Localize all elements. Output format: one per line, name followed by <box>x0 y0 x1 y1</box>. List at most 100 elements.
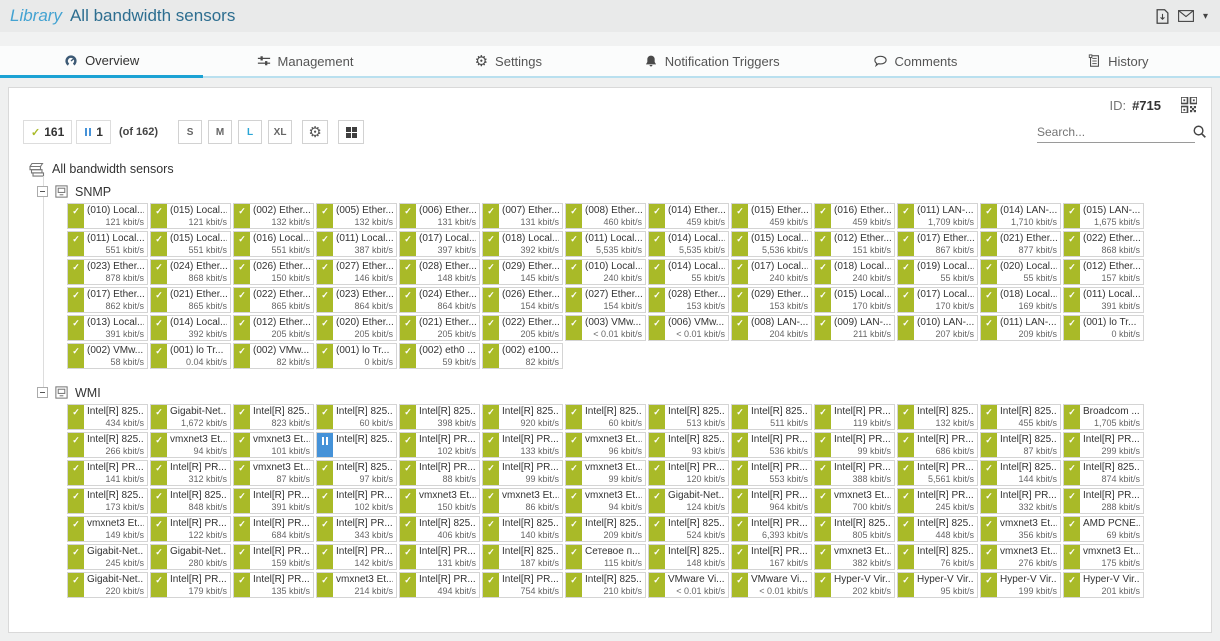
tree-root[interactable]: All bandwidth sensors <box>29 160 1197 178</box>
sensor-tile[interactable]: ✓ Intel[R] 825... 920 kbit/s <box>482 404 563 430</box>
sensor-tile[interactable]: ✓ Intel[R] PR... 553 kbit/s <box>731 460 812 486</box>
sensor-tile[interactable]: ✓ (021) Ether... 865 kbit/s <box>150 287 231 313</box>
sensor-tile[interactable]: ✓ (009) LAN-... 211 kbit/s <box>814 315 895 341</box>
collapse-icon[interactable] <box>37 387 48 398</box>
sensor-tile[interactable]: ✓ (020) Local... 55 kbit/s <box>980 259 1061 285</box>
sensor-tile[interactable]: ✓ (015) Ether... 459 kbit/s <box>731 203 812 229</box>
sensor-tile[interactable]: ✓ Intel[R] PR... 119 kbit/s <box>814 404 895 430</box>
sensor-tile[interactable]: ✓ vmxnet3 Et... 356 kbit/s <box>980 516 1061 542</box>
sensor-tile[interactable]: ✓ Intel[R] PR... 964 kbit/s <box>731 488 812 514</box>
sensor-tile[interactable]: ✓ Intel[R] 825... 144 kbit/s <box>980 460 1061 486</box>
sensor-tile[interactable]: ✓ Intel[R] 825... 848 kbit/s <box>150 488 231 514</box>
sensor-tile[interactable]: ✓ (008) Ether... 460 kbit/s <box>565 203 646 229</box>
sensor-tile[interactable]: ✓ Gigabit-Net... 280 kbit/s <box>150 544 231 570</box>
sensor-tile[interactable]: ✓ (015) LAN-... 1,675 kbit/s <box>1063 203 1144 229</box>
sensor-tile[interactable]: ✓ Intel[R] 825... 406 kbit/s <box>399 516 480 542</box>
view-settings-button[interactable]: ⚙ <box>302 120 329 144</box>
tiles-view-button[interactable] <box>338 120 365 144</box>
sensor-tile[interactable]: ✓ vmxnet3 Et... 96 kbit/s <box>565 432 646 458</box>
sensor-tile[interactable]: ✓ Intel[R] 825... 60 kbit/s <box>565 404 646 430</box>
sensor-tile[interactable]: Intel[R] 825... <box>316 432 397 458</box>
sensor-tile[interactable]: ✓ (013) Local... 391 kbit/s <box>67 315 148 341</box>
sensor-tile[interactable]: ✓ Intel[R] 825... 874 kbit/s <box>1063 460 1144 486</box>
size-button-s[interactable]: S <box>178 120 203 144</box>
sensor-tile[interactable]: ✓ (024) Ether... 868 kbit/s <box>150 259 231 285</box>
sensor-tile[interactable]: ✓ (029) Ether... 145 kbit/s <box>482 259 563 285</box>
sensor-tile[interactable]: ✓ Intel[R] PR... 388 kbit/s <box>814 460 895 486</box>
sensor-tile[interactable]: ✓ Intel[R] 825... 210 kbit/s <box>565 572 646 598</box>
sensor-tile[interactable]: ✓ AMD PCNE... 69 kbit/s <box>1063 516 1144 542</box>
sensor-tile[interactable]: ✓ (028) Ether... 148 kbit/s <box>399 259 480 285</box>
size-button-m[interactable]: M <box>208 120 233 144</box>
sensor-tile[interactable]: ✓ Intel[R] 825... 97 kbit/s <box>316 460 397 486</box>
sensor-tile[interactable]: ✓ (019) Local... 55 kbit/s <box>897 259 978 285</box>
sensor-tile[interactable]: ✓ (027) Ether... 154 kbit/s <box>565 287 646 313</box>
report-icon[interactable] <box>1156 8 1169 24</box>
sensor-tile[interactable]: ✓ Intel[R] PR... 122 kbit/s <box>150 516 231 542</box>
sensor-tile[interactable]: ✓ (022) Ether... 205 kbit/s <box>482 315 563 341</box>
sensor-tile[interactable]: ✓ vmxnet3 Et... 150 kbit/s <box>399 488 480 514</box>
sensor-tile[interactable]: ✓ VMware Vi... < 0.01 kbit/s <box>731 572 812 598</box>
sensor-tile[interactable]: ✓ Intel[R] 825... 148 kbit/s <box>648 544 729 570</box>
sensor-tile[interactable]: ✓ (006) Ether... 131 kbit/s <box>399 203 480 229</box>
search-input[interactable] <box>1037 124 1192 139</box>
sensor-tile[interactable]: ✓ (002) e100... 82 kbit/s <box>482 343 563 369</box>
sensor-tile[interactable]: ✓ Intel[R] 825... 434 kbit/s <box>67 404 148 430</box>
sensor-tile[interactable]: ✓ Intel[R] PR... 343 kbit/s <box>316 516 397 542</box>
sensor-tile[interactable]: ✓ Intel[R] PR... 102 kbit/s <box>316 488 397 514</box>
sensor-tile[interactable]: ✓ Hyper-V Vir... 199 kbit/s <box>980 572 1061 598</box>
sensor-tile[interactable]: ✓ (014) Ether... 459 kbit/s <box>648 203 729 229</box>
sensor-tile[interactable]: ✓ Intel[R] PR... 536 kbit/s <box>731 432 812 458</box>
sensor-tile[interactable]: ✓ (011) LAN-... 1,709 kbit/s <box>897 203 978 229</box>
sensor-tile[interactable]: ✓ (015) Local... 170 kbit/s <box>814 287 895 313</box>
sensor-tile[interactable]: ✓ Intel[R] PR... 754 kbit/s <box>482 572 563 598</box>
sensor-tile[interactable]: ✓ (029) Ether... 153 kbit/s <box>731 287 812 313</box>
sensor-tile[interactable]: ✓ (011) Local... 5,535 kbit/s <box>565 231 646 257</box>
sensor-tile[interactable]: ✓ vmxnet3 Et... 382 kbit/s <box>814 544 895 570</box>
sensor-tile[interactable]: ✓ Intel[R] PR... 391 kbit/s <box>233 488 314 514</box>
sensor-tile[interactable]: ✓ (027) Ether... 146 kbit/s <box>316 259 397 285</box>
sensor-tile[interactable]: ✓ Intel[R] PR... 312 kbit/s <box>150 460 231 486</box>
sensor-tile[interactable]: ✓ (011) Local... 391 kbit/s <box>1063 287 1144 313</box>
tab-history[interactable]: History <box>1017 46 1220 76</box>
sensor-tile[interactable]: ✓ vmxnet3 Et... 87 kbit/s <box>233 460 314 486</box>
sensor-tile[interactable]: ✓ (014) Local... 5,535 kbit/s <box>648 231 729 257</box>
sensor-tile[interactable]: ✓ Intel[R] PR... 299 kbit/s <box>1063 432 1144 458</box>
sensor-tile[interactable]: ✓ (017) Local... 240 kbit/s <box>731 259 812 285</box>
sensor-tile[interactable]: ✓ vmxnet3 Et... 99 kbit/s <box>565 460 646 486</box>
sensor-tile[interactable]: ✓ (017) Ether... 862 kbit/s <box>67 287 148 313</box>
sensor-tile[interactable]: ✓ Broadcom ... 1,705 kbit/s <box>1063 404 1144 430</box>
sensor-tile[interactable]: ✓ Intel[R] 825... 93 kbit/s <box>648 432 729 458</box>
sensor-tile[interactable]: ✓ Intel[R] 825... 187 kbit/s <box>482 544 563 570</box>
sensor-tile[interactable]: ✓ Intel[R] PR... 6,393 kbit/s <box>731 516 812 542</box>
sensor-tile[interactable]: ✓ Gigabit-Net... 124 kbit/s <box>648 488 729 514</box>
sensor-tile[interactable]: ✓ VMware Vi... < 0.01 kbit/s <box>648 572 729 598</box>
sensor-tile[interactable]: ✓ Intel[R] 825... 455 kbit/s <box>980 404 1061 430</box>
sensor-tile[interactable]: ✓ (023) Ether... 878 kbit/s <box>67 259 148 285</box>
sensor-tile[interactable]: ✓ (001) lo Tr... 0 kbit/s <box>1063 315 1144 341</box>
sensor-tile[interactable]: ✓ Intel[R] 825... 140 kbit/s <box>482 516 563 542</box>
group-header-snmp[interactable]: SNMP <box>37 184 1197 199</box>
sensor-tile[interactable]: ✓ (017) Local... 170 kbit/s <box>897 287 978 313</box>
size-button-l[interactable]: L <box>238 120 263 144</box>
size-button-xl[interactable]: XL <box>268 120 293 144</box>
sensor-tile[interactable]: ✓ Intel[R] PR... 99 kbit/s <box>814 432 895 458</box>
sensor-tile[interactable]: ✓ vmxnet3 Et... 175 kbit/s <box>1063 544 1144 570</box>
sensor-tile[interactable]: ✓ Intel[R] PR... 99 kbit/s <box>482 460 563 486</box>
up-sensors-count[interactable]: ✓ 161 <box>23 120 73 144</box>
sensor-tile[interactable]: ✓ (012) Ether... 151 kbit/s <box>814 231 895 257</box>
sensor-tile[interactable]: ✓ (011) LAN-... 209 kbit/s <box>980 315 1061 341</box>
qr-code-icon[interactable] <box>1181 97 1197 113</box>
sensor-tile[interactable]: ✓ (018) Local... 169 kbit/s <box>980 287 1061 313</box>
sensor-tile[interactable]: ✓ (011) Local... 387 kbit/s <box>316 231 397 257</box>
sensor-tile[interactable]: ✓ (008) LAN-... 204 kbit/s <box>731 315 812 341</box>
tab-settings[interactable]: ⚙ Settings <box>407 46 610 76</box>
sensor-tile[interactable]: ✓ (014) Local... 55 kbit/s <box>648 259 729 285</box>
sensor-tile[interactable]: ✓ Intel[R] 825... 266 kbit/s <box>67 432 148 458</box>
sensor-tile[interactable]: ✓ Intel[R] 825... 87 kbit/s <box>980 432 1061 458</box>
sensor-tile[interactable]: ✓ Intel[R] PR... 102 kbit/s <box>399 432 480 458</box>
sensor-tile[interactable]: ✓ (016) Ether... 459 kbit/s <box>814 203 895 229</box>
dropdown-caret-icon[interactable]: ▾ <box>1202 10 1208 22</box>
tab-management[interactable]: Management <box>203 46 406 76</box>
sensor-tile[interactable]: ✓ Hyper-V Vir... 202 kbit/s <box>814 572 895 598</box>
